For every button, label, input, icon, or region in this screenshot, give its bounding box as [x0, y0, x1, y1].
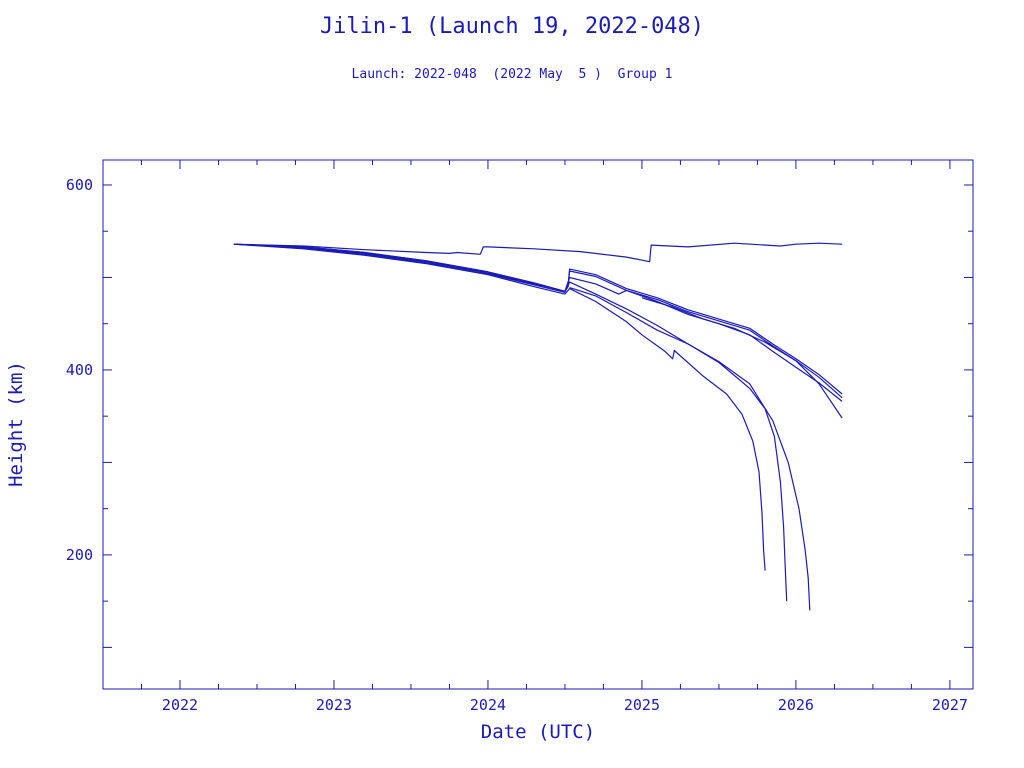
- x-tick-label: 2026: [778, 696, 814, 714]
- series-line-3: [233, 243, 843, 399]
- chart-title: Jilin-1 (Launch 19, 2022-048): [319, 14, 705, 39]
- y-tick-label: 200: [66, 546, 93, 564]
- series-line-8: [641, 297, 843, 419]
- chart-subtitle: Launch: 2022-048 (2022 May 5 ) Group 1: [351, 67, 673, 82]
- series-line-6: [233, 243, 766, 571]
- series-line-4: [233, 243, 843, 402]
- x-axis-label: Date (UTC): [481, 721, 595, 743]
- series-line-5: [233, 243, 788, 602]
- x-tick-label: 2023: [316, 696, 352, 714]
- plot-frame: [102, 159, 974, 690]
- series-line-2: [233, 243, 843, 395]
- x-tick-label: 2022: [162, 696, 198, 714]
- x-tick-label: 2025: [624, 696, 660, 714]
- series-line-7: [569, 287, 811, 611]
- series-line-1: [233, 242, 843, 263]
- y-tick-label: 600: [66, 176, 93, 194]
- y-axis-label: Height (km): [5, 361, 27, 487]
- series-group: [233, 242, 843, 611]
- y-tick-label: 400: [66, 361, 93, 379]
- x-tick-label: 2024: [470, 696, 506, 714]
- axis-ticks: 2022 2023 2024 2025 2026 2027 200 400 600: [66, 160, 973, 714]
- x-tick-label: 2027: [932, 696, 968, 714]
